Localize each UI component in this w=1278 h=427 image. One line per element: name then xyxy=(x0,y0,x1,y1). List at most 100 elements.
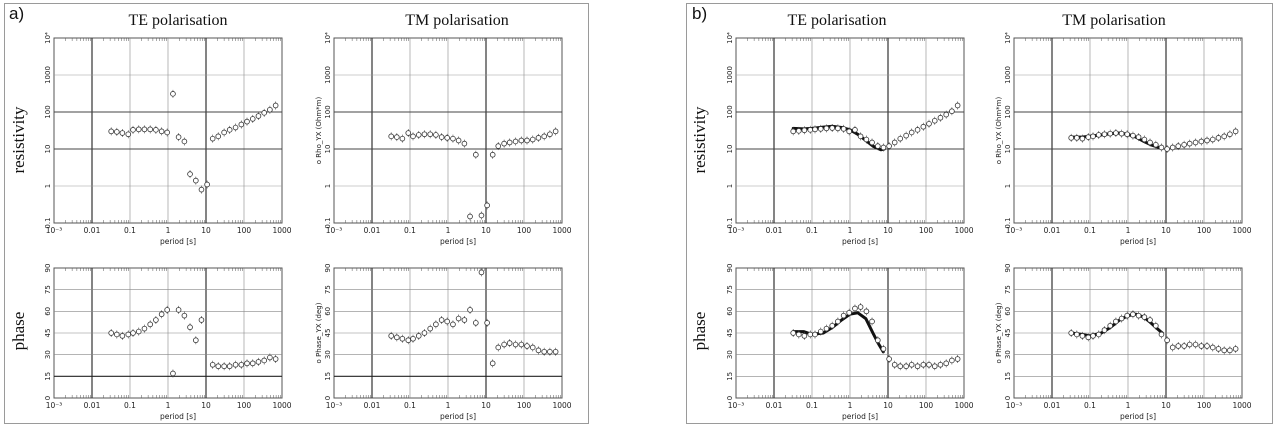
data-point xyxy=(478,212,485,219)
x-tick-label: 10⁻³ xyxy=(326,226,343,235)
data-point xyxy=(541,133,547,140)
data-point xyxy=(461,317,468,323)
data-point xyxy=(108,128,114,135)
data-point xyxy=(807,127,814,133)
model-fit-line xyxy=(1069,312,1164,338)
data-point xyxy=(796,128,802,134)
data-point xyxy=(1153,141,1159,148)
x-tick-label: 0.01 xyxy=(84,226,101,235)
y-tick-label: 1000 xyxy=(726,66,734,84)
y-tick-label: 75 xyxy=(44,285,52,294)
data-point xyxy=(1101,131,1108,138)
data-point xyxy=(130,330,136,336)
data-point xyxy=(399,135,406,142)
data-point xyxy=(221,129,227,136)
data-point xyxy=(450,135,456,142)
y-tick-label: 0.1 xyxy=(44,217,52,228)
a-tm-resistivity-plot: 10⁻³ 0.01 0.1 1 10 100 1000 period [s] 0.1 1 10 100… xyxy=(315,32,572,246)
b-tm-resistivity-plot: 10⁻³ 0.01 0.1 1 10 100 1000 period [s] 0.1 1 10 100… xyxy=(995,32,1252,246)
data-point xyxy=(198,317,205,323)
data-point xyxy=(812,331,818,338)
data-point xyxy=(863,308,870,315)
data-point xyxy=(891,361,898,368)
data-point xyxy=(535,347,542,354)
data-point xyxy=(232,124,239,131)
y-tick-label: 10⁴ xyxy=(44,32,52,44)
data-point xyxy=(267,106,273,113)
data-point xyxy=(926,361,932,368)
panel-a-label: a) xyxy=(9,4,25,23)
y-axis-label: o Phase_YX (deg) xyxy=(315,302,323,363)
y-tick-label: 15 xyxy=(44,372,52,381)
data-point xyxy=(141,126,148,133)
x-tick-label: 0.01 xyxy=(84,401,101,410)
y-tick-label: 75 xyxy=(324,285,332,294)
data-point xyxy=(473,320,479,326)
data-point xyxy=(1135,312,1142,319)
y-tick-label: 100 xyxy=(1004,105,1012,118)
x-tick-label: 1 xyxy=(446,226,451,235)
y-tick-label: 0.1 xyxy=(726,217,734,228)
data-point xyxy=(226,127,233,133)
panel-b xyxy=(686,3,1273,424)
data-point xyxy=(1068,330,1074,336)
data-point xyxy=(1068,135,1074,141)
data-point xyxy=(1158,144,1165,151)
x-tick-label: 1000 xyxy=(954,226,973,235)
y-axis-label: o Rho_YX (Ohm*m) xyxy=(995,97,1003,165)
x-tick-label: 0.01 xyxy=(364,401,381,410)
data-point xyxy=(524,137,530,144)
data-point xyxy=(1209,344,1216,351)
data-point xyxy=(226,363,233,370)
data-point xyxy=(506,340,513,346)
data-point xyxy=(1130,311,1136,318)
data-point xyxy=(444,135,450,141)
data-point xyxy=(529,344,536,351)
data-point xyxy=(875,337,881,344)
data-point xyxy=(524,343,530,349)
y-tick-label: 0.1 xyxy=(1004,217,1012,228)
y-tick-label: 45 xyxy=(324,329,332,338)
y-tick-label: 30 xyxy=(726,350,734,359)
data-point xyxy=(1175,343,1182,349)
data-point xyxy=(1101,327,1108,333)
panel-a-te-title: TE polarisation xyxy=(128,12,228,29)
data-point xyxy=(1209,136,1216,143)
data-point xyxy=(880,144,887,151)
y-tick-label: 60 xyxy=(726,307,734,316)
x-tick-label: 0.01 xyxy=(766,226,783,235)
x-tick-label: 0.1 xyxy=(404,226,416,235)
data-point xyxy=(1085,334,1092,341)
data-point xyxy=(495,143,502,149)
data-point xyxy=(244,118,250,125)
x-tick-label: 10 xyxy=(1161,226,1171,235)
data-point xyxy=(506,139,513,146)
x-axis-label: period [s] xyxy=(1120,237,1156,246)
data-point xyxy=(261,110,267,116)
x-tick-label: 10 xyxy=(481,401,491,410)
y-tick-label: 45 xyxy=(1004,329,1012,338)
data-point xyxy=(484,320,490,326)
x-axis-label: period [s] xyxy=(1120,412,1156,421)
data-point xyxy=(1186,140,1193,147)
a-te-resistivity-plot: 10⁻³ 0.01 0.1 1 10 100 1000 period [s] 0.1 1 10 100… xyxy=(44,32,292,246)
y-tick-label: 1 xyxy=(1004,184,1012,188)
data-point xyxy=(796,331,802,338)
y-axis-label: o Phase_YX (deg) xyxy=(995,302,1003,363)
data-point xyxy=(1095,331,1102,338)
data-point xyxy=(1141,314,1148,320)
data-point xyxy=(433,321,439,328)
data-point xyxy=(1232,128,1239,135)
data-point xyxy=(1198,138,1205,145)
panel-a-phase-label: phase xyxy=(9,311,28,351)
x-tick-label: 100 xyxy=(1197,226,1212,235)
data-point xyxy=(886,356,892,362)
data-point xyxy=(1113,318,1119,325)
data-point xyxy=(119,333,126,339)
data-point xyxy=(175,307,182,313)
data-point xyxy=(908,361,915,368)
data-point xyxy=(193,337,199,344)
panel-b-tm-title: TM polarisation xyxy=(1062,12,1166,29)
data-point xyxy=(221,363,227,370)
data-point xyxy=(1164,337,1170,344)
